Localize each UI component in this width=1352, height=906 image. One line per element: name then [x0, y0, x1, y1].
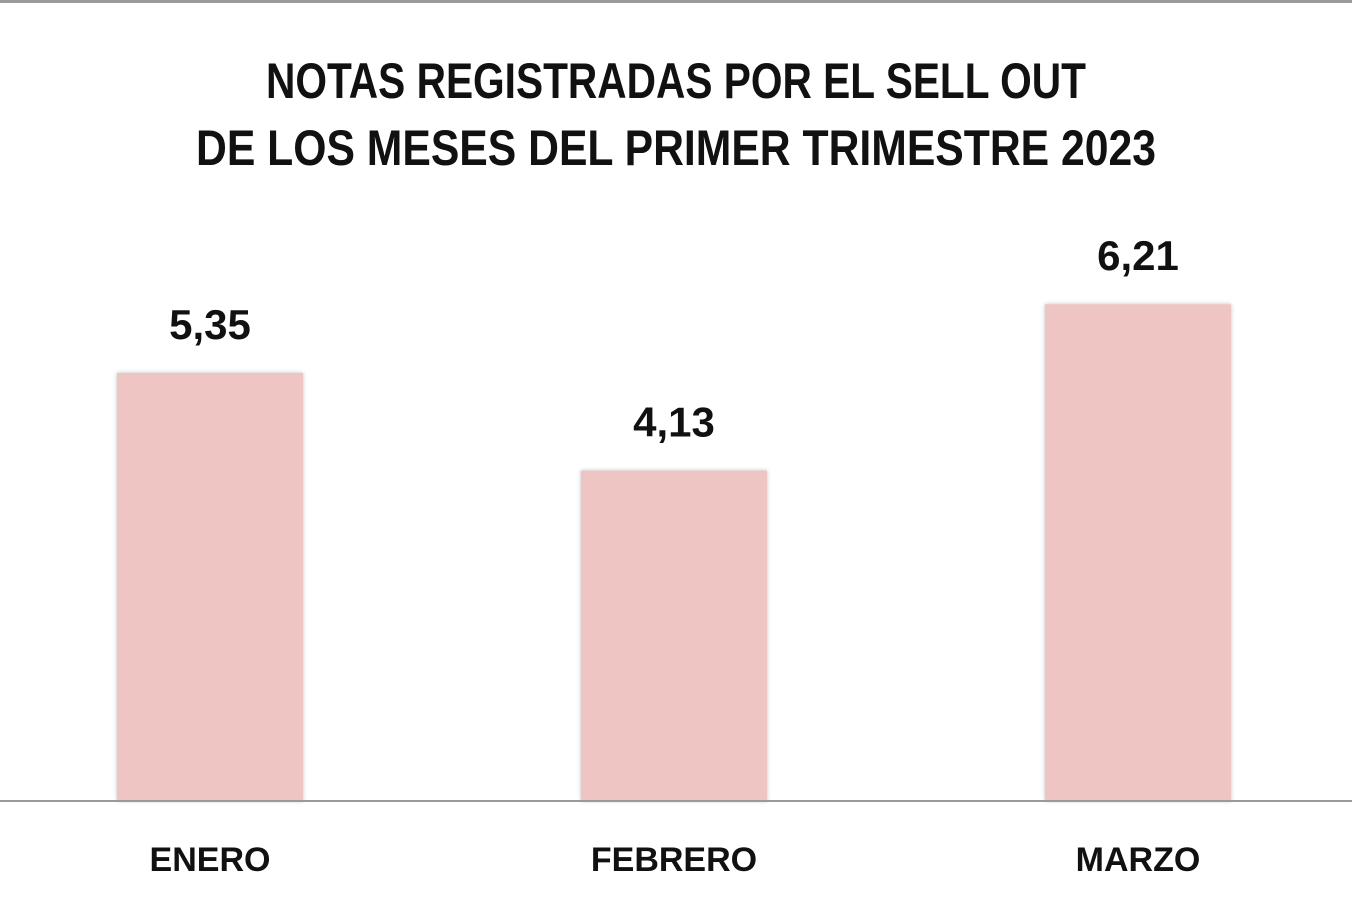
bar-enero [117, 373, 303, 801]
top-border-line [0, 0, 1352, 3]
value-label-febrero: 4,13 [633, 399, 715, 446]
bars-group [117, 304, 1231, 801]
bar-febrero [581, 470, 767, 801]
category-label-marzo: MARZO [1076, 841, 1201, 879]
chart-title-line-1: NOTAS REGISTRADAS POR EL SELL OUT [266, 53, 1086, 109]
value-label-marzo: 6,21 [1097, 232, 1179, 279]
category-label-febrero: FEBRERO [591, 841, 757, 879]
category-label-enero: ENERO [150, 841, 271, 879]
bar-marzo [1045, 304, 1231, 801]
chart-title-line-2: DE LOS MESES DEL PRIMER TRIMESTRE 2023 [196, 120, 1156, 176]
value-label-enero: 5,35 [169, 301, 251, 348]
labels-group: 5,35 ENERO 4,13 FEBRERO 6,21 MARZO [150, 232, 1201, 879]
